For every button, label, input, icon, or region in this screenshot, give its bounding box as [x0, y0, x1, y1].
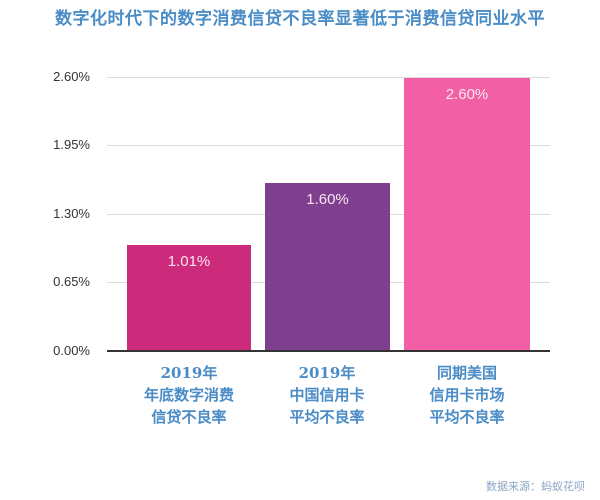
bar-us-credit-card: 2.60% [404, 78, 530, 350]
bar-value-label: 1.60% [306, 191, 349, 208]
y-tick-label: 0.00% [53, 343, 90, 358]
gridline [107, 145, 550, 146]
x-category-label: 2019年 年底数字消费 信贷不良率 [143, 364, 234, 426]
bar-digital-consumer-credit: 1.01% [127, 245, 251, 350]
y-tick-label: 1.95% [53, 137, 90, 152]
y-tick-label: 0.65% [53, 274, 90, 289]
x-category-label: 同期美国 信用卡市场 平均不良率 [429, 364, 505, 426]
y-tick-label: 2.60% [53, 69, 90, 84]
bar-china-credit-card: 1.60% [265, 183, 390, 350]
bar-value-label: 1.01% [167, 253, 211, 270]
bar-value-label: 2.60% [445, 86, 489, 103]
x-axis-line [107, 350, 550, 352]
y-tick-label: 1.30% [53, 206, 90, 221]
gridline [107, 77, 550, 78]
x-category-label: 2019年 中国信用卡 平均不良率 [289, 364, 365, 426]
chart-title: 数字化时代下的数字消费信贷不良率显著低于消费信贷同业水平 [55, 9, 545, 29]
data-source-note: 数据来源：蚂蚁花呗 [486, 480, 585, 493]
